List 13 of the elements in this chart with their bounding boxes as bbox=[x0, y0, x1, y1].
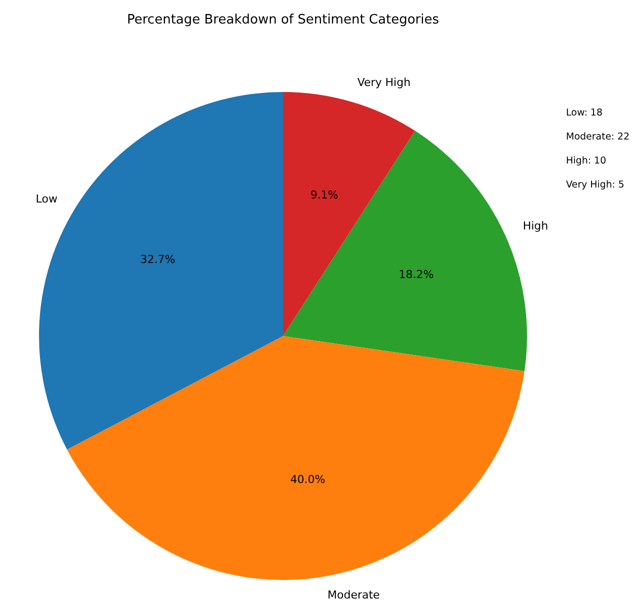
text: Moderate: 22 bbox=[566, 131, 630, 142]
slice-label: Moderate bbox=[327, 588, 380, 602]
data-label: 9.1% bbox=[310, 188, 338, 202]
text: High: 10 bbox=[566, 155, 606, 166]
text: Very High: 5 bbox=[566, 179, 624, 190]
data-label: 32.7% bbox=[140, 253, 176, 266]
text: Low: 18 bbox=[566, 107, 602, 118]
slice-label: High bbox=[522, 220, 548, 233]
slice-label: Very High bbox=[357, 76, 411, 90]
slice-label: Low bbox=[36, 192, 58, 206]
data-label: 18.2% bbox=[398, 268, 434, 282]
data-label: 40.0% bbox=[290, 473, 326, 486]
chart-title: Percentage Breakdown of Sentiment Categories bbox=[126, 12, 440, 28]
